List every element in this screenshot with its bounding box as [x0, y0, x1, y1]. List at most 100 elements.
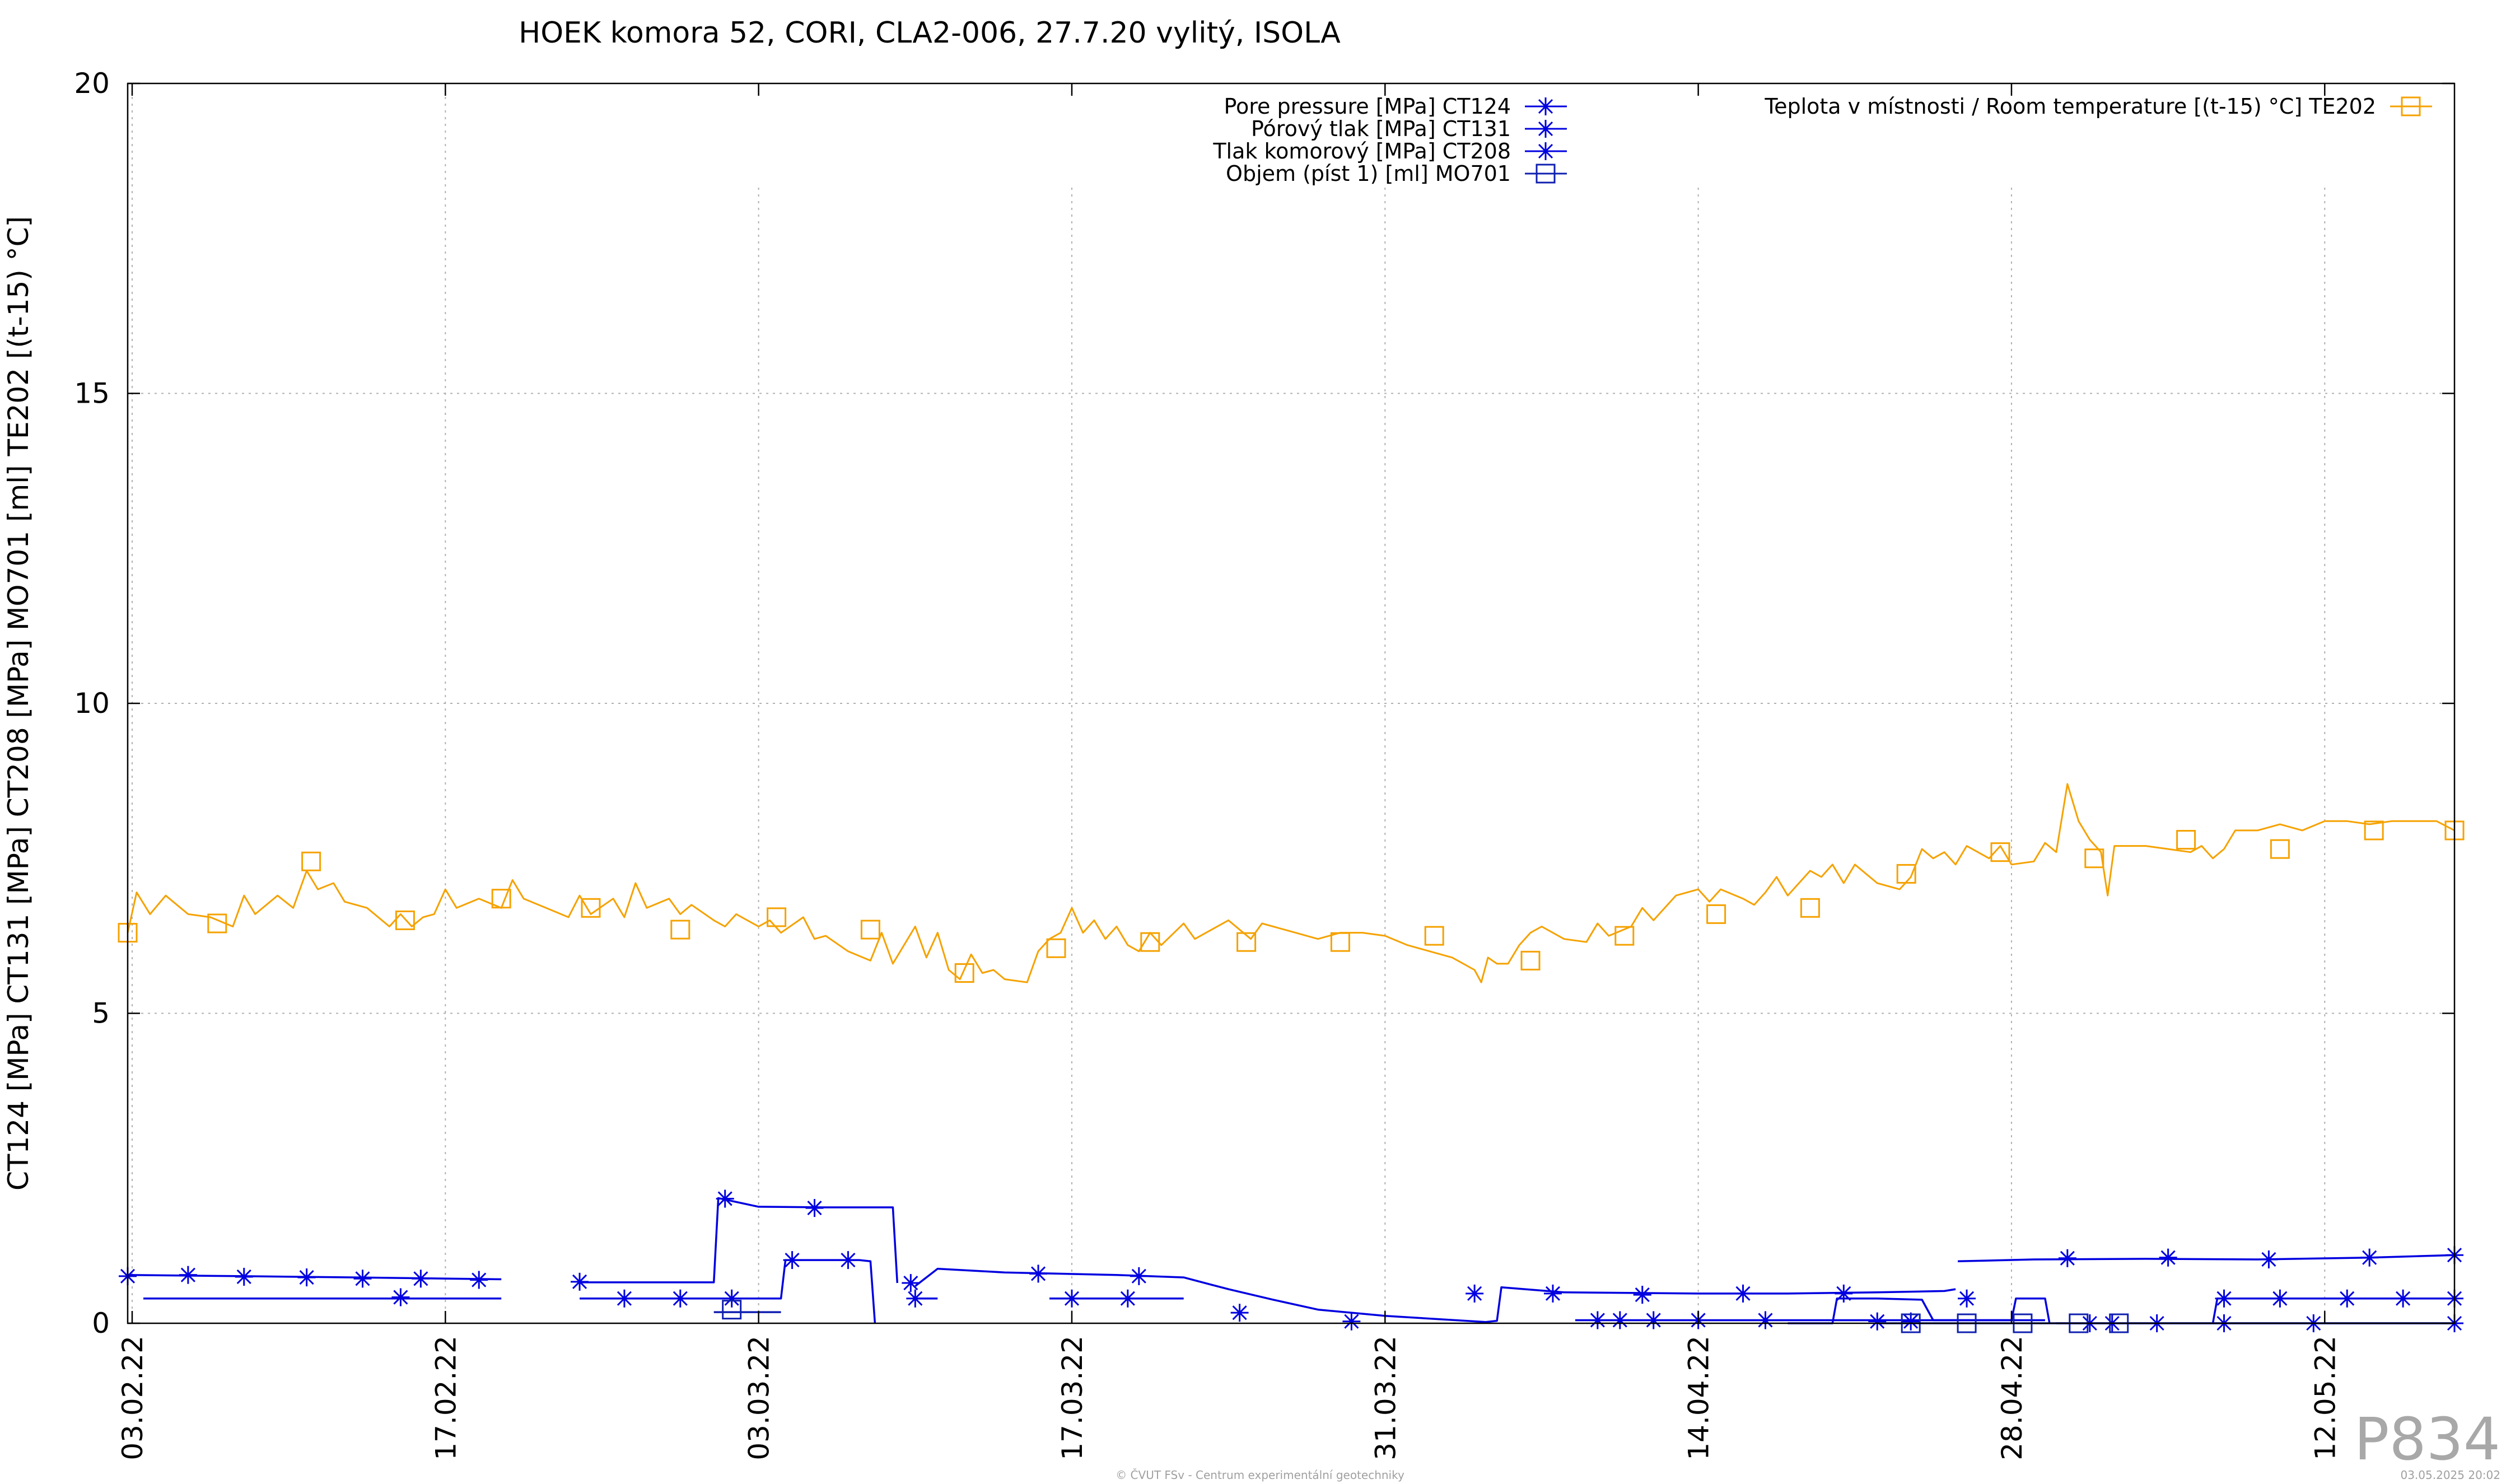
- data-point: [1029, 1264, 1048, 1283]
- data-point: [235, 1267, 253, 1286]
- data-point: [902, 1274, 920, 1292]
- data-point: [1958, 1289, 1976, 1308]
- data-point: [297, 1268, 316, 1287]
- footer-copyright: © ČVUT FSv - Centrum experimentální geot…: [1116, 1468, 1404, 1482]
- data-point: [2058, 1249, 2076, 1267]
- data-point: [1118, 1289, 1137, 1308]
- legend-label: Objem (píst 1) [ml] MO701: [1226, 161, 1511, 186]
- data-point: [1230, 1304, 1249, 1322]
- data-point: [2270, 839, 2290, 859]
- data-point: [906, 1289, 925, 1308]
- data-point: [722, 1300, 742, 1320]
- chart-title: HOEK komora 52, CORI, CLA2-006, 27.7.20 …: [519, 16, 1341, 50]
- x-tick-label: 17.03.22: [1056, 1336, 1089, 1460]
- legend-entry-2: Tlak komorový [MPa] CT208: [1212, 139, 1567, 164]
- data-point: [2159, 1248, 2177, 1267]
- data-point: [2394, 1289, 2412, 1308]
- watermark: P834: [2354, 1405, 2500, 1473]
- legend-label: Pore pressure [MPa] CT124: [1224, 94, 1511, 119]
- x-tick-label: 28.04.22: [1996, 1336, 2028, 1460]
- data-point: [1644, 1311, 1663, 1329]
- data-point: [1466, 1284, 1484, 1303]
- series-line-segment: [1958, 1254, 2455, 1263]
- data-point: [722, 1289, 741, 1308]
- data-point: [2364, 820, 2384, 841]
- legend-entry-1: Pórový tlak [MPa] CT131: [1251, 116, 1567, 141]
- data-point: [2260, 1250, 2278, 1268]
- legend-label: Teplota v místnosti / Room temperature […: [1764, 94, 2376, 119]
- series-line: [127, 783, 2455, 983]
- data-point: [581, 898, 601, 918]
- x-tick-label: 03.02.22: [116, 1336, 149, 1460]
- data-point: [2338, 1289, 2356, 1308]
- data-point: [1140, 932, 1160, 952]
- tick-layer: 0 5 10 15 20 03.02.22 17.02.22 03.03.22 17.03.22…: [74, 67, 2454, 1460]
- legend-label: Tlak komorový [MPa] CT208: [1212, 139, 1511, 164]
- data-point: [1236, 932, 1257, 952]
- series-3: [713, 1300, 2454, 1333]
- y-tick-label: 10: [74, 687, 110, 720]
- data-point: [1543, 1284, 1562, 1303]
- data-point: [395, 910, 415, 930]
- data-point: [571, 1272, 589, 1291]
- data-point: [615, 1289, 633, 1308]
- data-point: [1130, 1267, 1148, 1285]
- data-point: [491, 889, 511, 909]
- data-point: [767, 907, 787, 927]
- x-tick-label: 14.04.22: [1683, 1336, 1715, 1460]
- data-point: [179, 1266, 197, 1284]
- data-point: [954, 963, 974, 983]
- data-point: [2215, 1289, 2233, 1308]
- y-tick-label: 0: [92, 1307, 110, 1340]
- data-point: [839, 1251, 857, 1270]
- data-point: [860, 920, 880, 940]
- data-point: [1896, 864, 1916, 884]
- x-tick-label: 31.03.22: [1369, 1336, 1402, 1460]
- data-point: [671, 1289, 689, 1308]
- data-point: [2084, 848, 2104, 869]
- data-point: [1062, 1289, 1081, 1308]
- data-point: [1046, 938, 1066, 958]
- data-point: [391, 1288, 410, 1306]
- data-point: [1330, 932, 1350, 952]
- data-point: [412, 1270, 430, 1288]
- y-tick-label: 20: [74, 67, 110, 100]
- legend-label: Pórový tlak [MPa] CT131: [1251, 116, 1511, 141]
- footer-timestamp: 03.05.2025 20:02: [2400, 1468, 2500, 1482]
- data-point: [1633, 1286, 1651, 1304]
- legend-swatch-marker: [1537, 120, 1555, 138]
- x-tick-label: 12.05.22: [2309, 1336, 2341, 1460]
- data-point: [1342, 1312, 1361, 1331]
- legend-swatch-marker: [1537, 97, 1555, 115]
- series-line-segment: [580, 1197, 899, 1284]
- series-1: [143, 1251, 2463, 1331]
- data-point: [2271, 1289, 2289, 1308]
- data-point: [783, 1251, 801, 1270]
- x-tick-label: 03.03.22: [743, 1336, 776, 1460]
- legend-entry-4: Teplota v místnosti / Room temperature […: [1764, 94, 2432, 119]
- series-line-segment: [1788, 1297, 2051, 1324]
- data-point: [1424, 926, 1444, 946]
- data-point: [301, 851, 321, 871]
- data-point: [1734, 1284, 1752, 1303]
- data-point: [1800, 898, 1820, 918]
- data-point: [1588, 1311, 1607, 1329]
- data-point: [1756, 1311, 1775, 1329]
- data-point: [1706, 904, 1726, 924]
- x-tick-label: 17.02.22: [430, 1336, 462, 1460]
- legend-swatch-marker: [1537, 142, 1555, 160]
- legend-swatch-marker: [1536, 164, 1556, 184]
- series-line-segment: [2211, 1297, 2454, 1324]
- y-axis-label: CT124 [MPa] CT131 [MPa] CT208 [MPa] MO70…: [2, 216, 35, 1191]
- y-tick-label: 5: [92, 997, 110, 1030]
- data-point: [1611, 1311, 1629, 1329]
- data-point: [716, 1189, 734, 1208]
- data-point: [2176, 830, 2196, 850]
- series-4: [118, 783, 2465, 983]
- series-line-segment: [914, 1267, 1956, 1323]
- data-point: [670, 920, 690, 940]
- grid-layer: [128, 83, 2454, 1323]
- data-point: [470, 1271, 488, 1289]
